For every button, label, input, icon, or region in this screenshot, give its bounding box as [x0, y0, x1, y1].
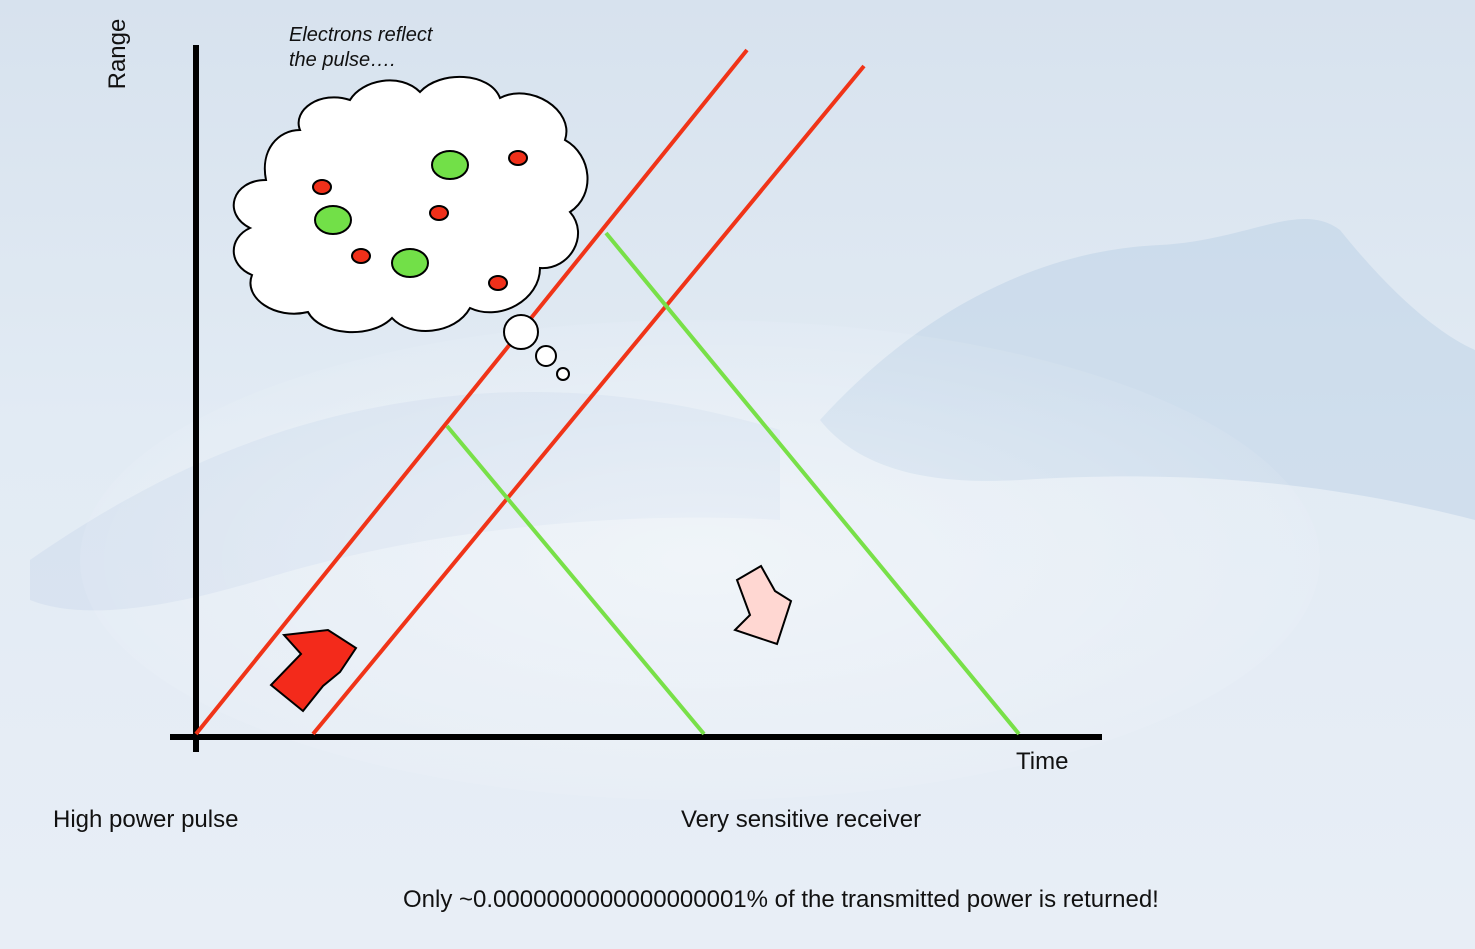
- bubble-note-line-1: Electrons reflect: [289, 24, 433, 46]
- electron-large-1: [431, 150, 469, 180]
- power-return-footnote: Only ~0.0000000000000000001% of the tran…: [403, 886, 1159, 913]
- echo-line-near: [445, 424, 706, 736]
- y-axis-label: Range: [104, 18, 131, 90]
- thought-dot-medium: [535, 345, 557, 367]
- cloud-shape: [232, 75, 589, 334]
- up-right-arrow-icon: [269, 628, 358, 713]
- pulse-line-leading: [194, 48, 749, 736]
- electron-small-3: [429, 205, 449, 221]
- thought-dot-small: [556, 367, 570, 381]
- pulse-line-trailing: [311, 64, 866, 736]
- x-axis-label: Time: [1016, 748, 1069, 775]
- transmitter-caption: High power pulse: [53, 806, 239, 833]
- electron-small-5: [488, 275, 508, 291]
- electron-large-2: [314, 205, 352, 235]
- down-right-arrow-icon: [733, 564, 793, 646]
- receiver-caption: Very sensitive receiver: [681, 806, 922, 833]
- thought-bubble: [232, 75, 589, 381]
- bubble-note-line-2: the pulse….: [289, 49, 396, 71]
- electron-small-1: [508, 150, 528, 166]
- echo-line-far: [604, 231, 1021, 736]
- electron-large-3: [391, 248, 429, 278]
- thought-dot-large: [503, 314, 539, 350]
- electron-small-2: [312, 179, 332, 195]
- electron-small-4: [351, 248, 371, 264]
- background-glow: [80, 320, 1320, 800]
- bubble-note: Electrons reflect the pulse….: [289, 23, 432, 73]
